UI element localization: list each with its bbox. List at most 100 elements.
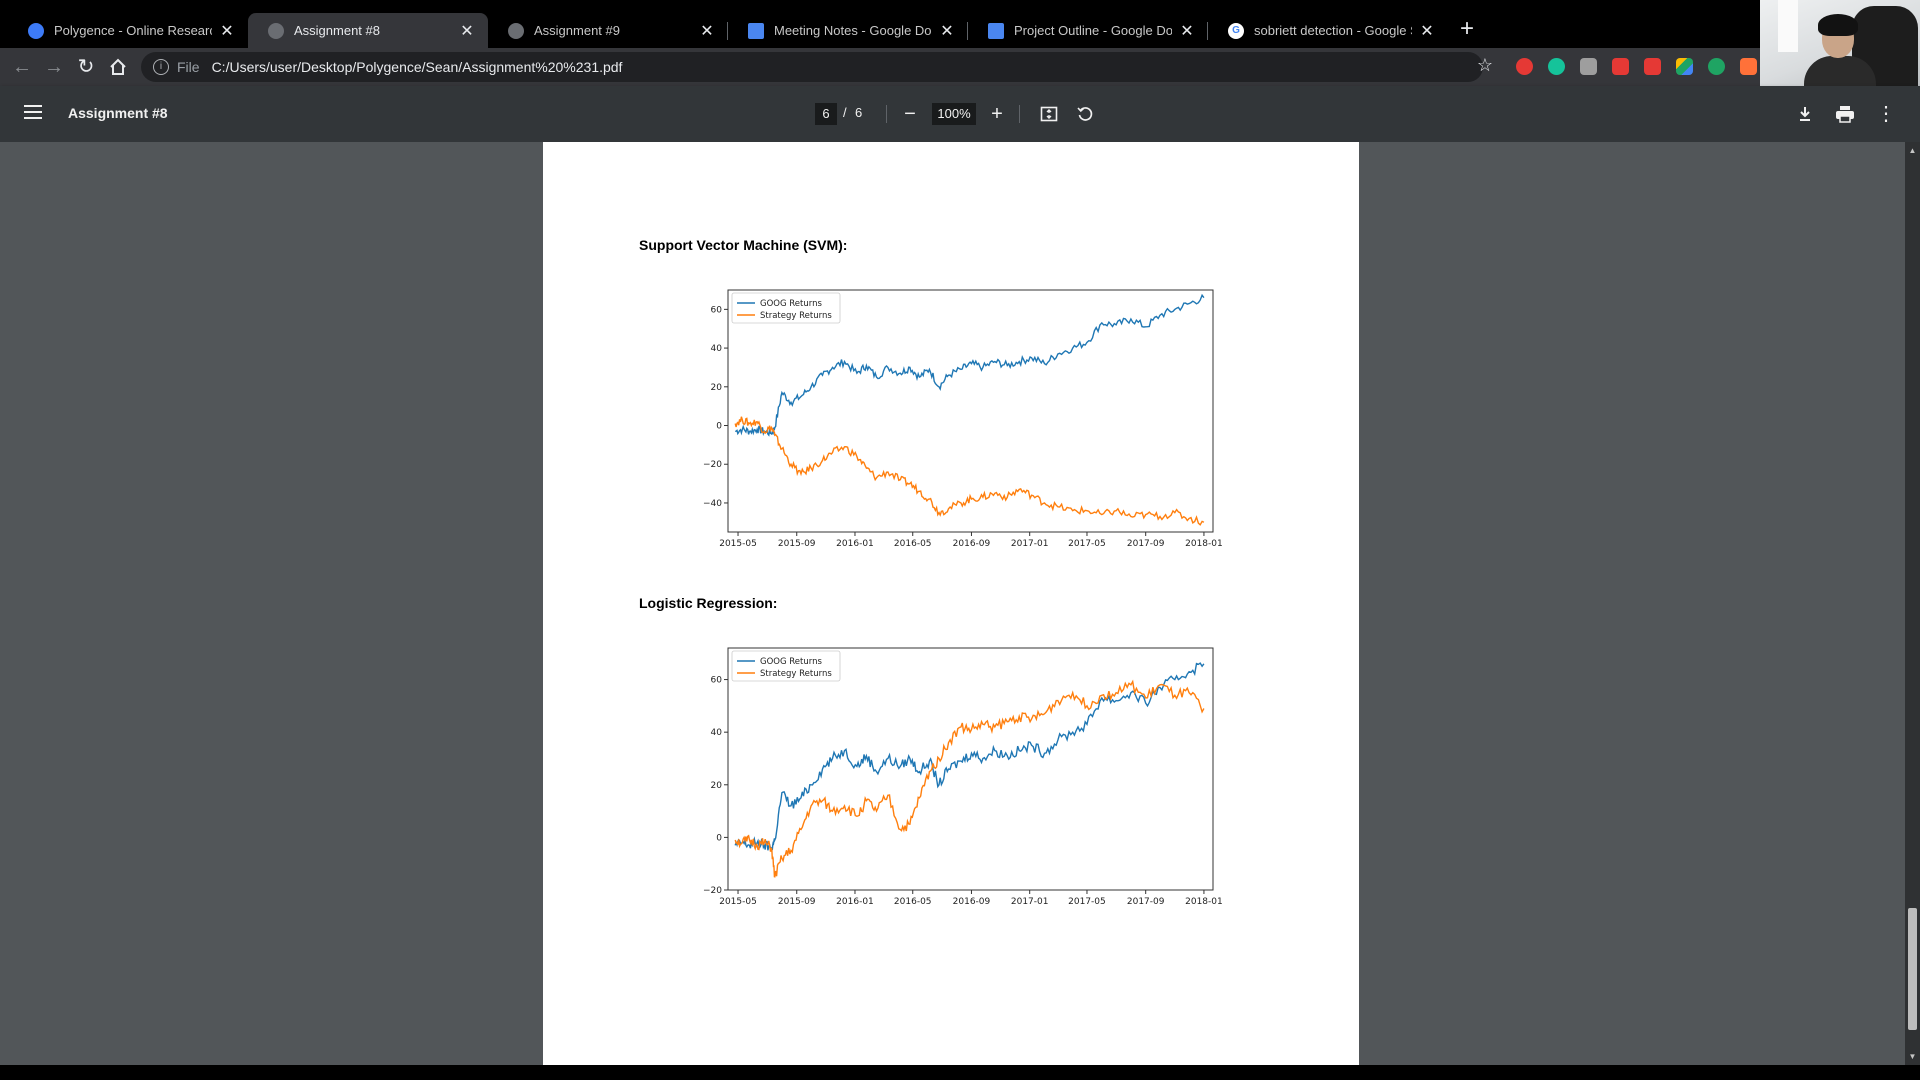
x-tick-label: 2015-05 bbox=[719, 897, 757, 907]
x-tick-label: 2016-05 bbox=[894, 897, 932, 907]
scrollbar-thumb[interactable] bbox=[1908, 908, 1917, 1030]
tab-google-search[interactable]: G sobriett detection - Google Searc ✕ bbox=[1208, 13, 1448, 48]
plot-frame bbox=[727, 289, 1214, 533]
tab-title: Polygence - Online Research Opp bbox=[54, 23, 212, 38]
y-tick-label: −20 bbox=[703, 886, 722, 896]
toolbar-divider bbox=[886, 105, 887, 123]
x-tick-label: 2018-01 bbox=[1185, 897, 1223, 907]
close-icon[interactable]: ✕ bbox=[220, 22, 234, 40]
x-tick-label: 2017-01 bbox=[1011, 897, 1049, 907]
pdf-page: Support Vector Machine (SVM): 2015-05 201… bbox=[543, 142, 1359, 1065]
x-tick-label: 2017-09 bbox=[1127, 539, 1165, 549]
scroll-up-icon[interactable]: ▲ bbox=[1908, 146, 1917, 155]
x-tick-label: 2016-09 bbox=[953, 897, 991, 907]
tab-meeting-notes[interactable]: Meeting Notes - Google Docs ✕ bbox=[728, 13, 968, 48]
menu-icon[interactable] bbox=[24, 105, 42, 119]
y-tick-label: 0 bbox=[716, 833, 722, 843]
tab-strip: Polygence - Online Research Opp ✕ Assign… bbox=[0, 0, 1920, 48]
svm-chart: 2015-05 2015-09 2016-01 2016-05 2016-09 2017-… bbox=[703, 289, 1223, 549]
webcam-overlay bbox=[1760, 0, 1920, 90]
zoom-input[interactable]: 100% bbox=[932, 103, 976, 125]
close-icon[interactable]: ✕ bbox=[1420, 22, 1434, 40]
y-tick-label: 20 bbox=[711, 781, 723, 791]
y-tick-label: 60 bbox=[711, 305, 723, 315]
logistic-regression-heading: Logistic Regression: bbox=[639, 595, 778, 611]
document-title: Assignment #8 bbox=[68, 105, 168, 121]
tab-assignment-9[interactable]: Assignment #9 ✕ bbox=[488, 13, 728, 48]
page-total: 6 bbox=[855, 105, 863, 120]
extension-adblock-icon[interactable] bbox=[1516, 58, 1533, 75]
legend-label: GOOG Returns bbox=[760, 299, 822, 309]
svm-heading: Support Vector Machine (SVM): bbox=[639, 237, 848, 253]
extension-green-icon[interactable] bbox=[1708, 58, 1725, 75]
series-line-strategy-returns bbox=[734, 416, 1205, 526]
reload-icon: ↻ bbox=[77, 56, 95, 78]
x-tick-label: 2017-01 bbox=[1011, 539, 1049, 549]
bookmark-star-icon[interactable]: ☆ bbox=[1476, 55, 1494, 75]
fit-page-button[interactable] bbox=[1037, 102, 1061, 126]
zoom-in-button[interactable]: + bbox=[985, 102, 1009, 126]
x-tick-label: 2018-01 bbox=[1185, 539, 1223, 549]
x-tick-label: 2016-05 bbox=[894, 539, 932, 549]
home-button[interactable] bbox=[106, 55, 130, 79]
extension-generic-icon[interactable] bbox=[1580, 58, 1597, 75]
tab-divider bbox=[727, 22, 728, 40]
extension-grammarly-icon[interactable] bbox=[1548, 58, 1565, 75]
tab-title: sobriett detection - Google Searc bbox=[1254, 23, 1412, 38]
y-tick-label: 0 bbox=[716, 422, 722, 432]
url-field[interactable]: i File C:/Users/user/Desktop/Polygence/S… bbox=[141, 52, 1483, 82]
series-line-goog-returns bbox=[735, 293, 1205, 437]
toolbar-divider bbox=[1019, 105, 1020, 123]
download-icon bbox=[1800, 107, 1810, 121]
page-number-input[interactable]: 6 bbox=[815, 103, 837, 125]
globe-icon bbox=[28, 22, 44, 39]
legend-label: GOOG Returns bbox=[760, 657, 822, 667]
webcam-hair bbox=[1818, 14, 1858, 36]
webcam-background bbox=[1778, 0, 1798, 52]
docs-icon bbox=[748, 22, 764, 39]
url-scheme: File bbox=[177, 59, 200, 75]
scroll-down-icon[interactable]: ▼ bbox=[1908, 1052, 1917, 1061]
new-tab-button[interactable]: + bbox=[1459, 15, 1474, 42]
globe-icon bbox=[268, 22, 284, 39]
info-icon[interactable]: i bbox=[153, 59, 169, 75]
extension-gmail-icon[interactable] bbox=[1612, 58, 1629, 75]
print-button[interactable] bbox=[1833, 102, 1857, 126]
minus-icon: − bbox=[904, 103, 916, 125]
docs-icon bbox=[988, 22, 1004, 39]
bottom-edge bbox=[0, 1065, 1920, 1080]
close-icon[interactable]: ✕ bbox=[460, 22, 474, 40]
address-bar-row: ← → ↻ i File C:/Users/user/Desktop/Polyg… bbox=[0, 48, 1920, 86]
x-tick-label: 2016-01 bbox=[836, 897, 874, 907]
y-tick-label: 20 bbox=[711, 383, 723, 393]
legend-box bbox=[731, 650, 841, 682]
zoom-out-button[interactable]: − bbox=[898, 102, 922, 126]
close-icon[interactable]: ✕ bbox=[1180, 22, 1194, 40]
tab-title: Meeting Notes - Google Docs bbox=[774, 23, 932, 38]
series-line-strategy-returns bbox=[734, 679, 1205, 878]
forward-button[interactable]: → bbox=[42, 55, 66, 79]
back-button[interactable]: ← bbox=[10, 55, 34, 79]
extension-orange-icon[interactable] bbox=[1740, 58, 1757, 75]
globe-icon bbox=[508, 22, 524, 39]
extension-todoist-icon[interactable] bbox=[1644, 58, 1661, 75]
x-tick-label: 2017-05 bbox=[1068, 897, 1106, 907]
x-tick-label: 2016-09 bbox=[953, 539, 991, 549]
tab-divider bbox=[1207, 22, 1208, 40]
legend-box bbox=[731, 292, 841, 324]
logistic-regression-chart: 2015-05 2015-09 2016-01 2016-05 2016-09 2017-… bbox=[703, 647, 1223, 907]
tab-polygence[interactable]: Polygence - Online Research Opp ✕ bbox=[8, 13, 248, 48]
tab-assignment-8[interactable]: Assignment #8 ✕ bbox=[248, 13, 488, 48]
vertical-scrollbar[interactable]: ▲ ▼ bbox=[1905, 142, 1920, 1065]
series-line-goog-returns bbox=[734, 662, 1205, 851]
close-icon[interactable]: ✕ bbox=[940, 22, 954, 40]
tab-project-outline[interactable]: Project Outline - Google Docs ✕ bbox=[968, 13, 1208, 48]
extension-drive-icon[interactable] bbox=[1676, 58, 1693, 75]
rotate-button[interactable] bbox=[1073, 102, 1097, 126]
rotate-icon bbox=[1077, 107, 1093, 121]
reload-button[interactable]: ↻ bbox=[74, 55, 98, 79]
x-tick-label: 2017-05 bbox=[1068, 539, 1106, 549]
close-icon[interactable]: ✕ bbox=[700, 22, 714, 40]
download-button[interactable] bbox=[1793, 102, 1817, 126]
more-options-button[interactable]: ⋮ bbox=[1874, 102, 1898, 126]
